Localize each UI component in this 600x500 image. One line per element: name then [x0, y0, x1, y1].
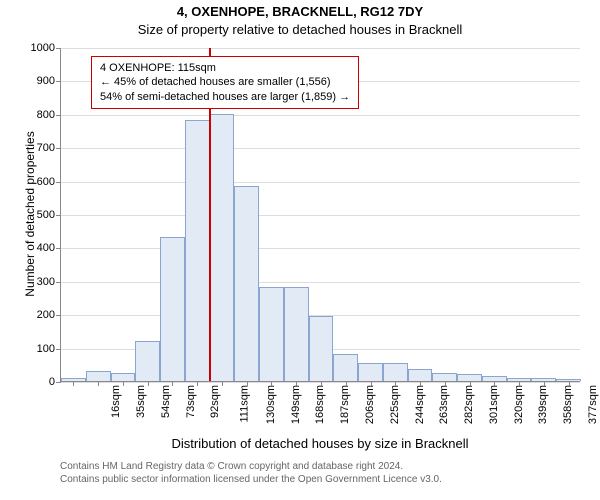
x-tick-label: 54sqm: [160, 385, 172, 418]
y-tick-label: 900: [37, 75, 61, 87]
y-tick-label: 700: [37, 142, 61, 154]
histogram-bar: [111, 373, 136, 381]
grid-line: [61, 148, 580, 149]
x-tick-mark: [197, 381, 198, 386]
info-box: 4 OXENHOPE: 115sqm← 45% of detached hous…: [91, 56, 359, 109]
x-tick-mark: [148, 381, 149, 386]
x-tick-label: 358sqm: [562, 385, 574, 424]
x-axis-label: Distribution of detached houses by size …: [60, 436, 580, 451]
x-tick-mark: [544, 381, 545, 386]
x-tick-mark: [346, 381, 347, 386]
histogram-bar: [135, 341, 160, 381]
plot-area: 0100200300400500600700800900100016sqm35s…: [60, 48, 580, 382]
y-tick-label: 200: [37, 309, 61, 321]
x-tick-label: 187sqm: [339, 385, 351, 424]
histogram-bar: [432, 373, 457, 381]
grid-line: [61, 215, 580, 216]
x-tick-mark: [371, 381, 372, 386]
x-tick-label: 320sqm: [513, 385, 525, 424]
grid-line: [61, 282, 580, 283]
x-tick-mark: [494, 381, 495, 386]
histogram-bar: [185, 120, 210, 381]
x-tick-label: 206sqm: [364, 385, 376, 424]
y-tick-label: 1000: [31, 42, 61, 54]
x-tick-label: 377sqm: [587, 385, 599, 424]
histogram-bar: [333, 354, 358, 381]
y-tick-label: 300: [37, 276, 61, 288]
x-tick-mark: [519, 381, 520, 386]
x-tick-mark: [321, 381, 322, 386]
title-sub: Size of property relative to detached ho…: [0, 22, 600, 37]
x-tick-mark: [470, 381, 471, 386]
y-tick-label: 0: [49, 376, 61, 388]
histogram-bar: [284, 287, 309, 381]
info-box-line: 4 OXENHOPE: 115sqm: [100, 61, 350, 75]
x-tick-mark: [296, 381, 297, 386]
histogram-bar: [309, 316, 334, 381]
x-tick-mark: [420, 381, 421, 386]
x-tick-label: 130sqm: [265, 385, 277, 424]
x-tick-mark: [73, 381, 74, 386]
x-tick-label: 282sqm: [463, 385, 475, 424]
x-tick-mark: [569, 381, 570, 386]
x-tick-mark: [98, 381, 99, 386]
x-tick-mark: [172, 381, 173, 386]
x-tick-label: 339sqm: [537, 385, 549, 424]
x-tick-mark: [271, 381, 272, 386]
x-tick-label: 168sqm: [315, 385, 327, 424]
y-tick-label: 600: [37, 176, 61, 188]
x-tick-label: 244sqm: [414, 385, 426, 424]
histogram-bar: [358, 363, 383, 381]
histogram-bar: [234, 186, 259, 381]
x-tick-label: 111sqm: [239, 385, 251, 423]
y-tick-label: 400: [37, 242, 61, 254]
x-tick-label: 263sqm: [438, 385, 450, 424]
attribution: Contains HM Land Registry data © Crown c…: [60, 460, 442, 486]
histogram-bar: [160, 237, 185, 381]
grid-line: [61, 248, 580, 249]
x-tick-label: 301sqm: [488, 385, 500, 424]
x-tick-label: 35sqm: [135, 385, 147, 418]
histogram-bar: [383, 363, 408, 381]
x-tick-mark: [222, 381, 223, 386]
histogram-bar: [210, 114, 235, 381]
grid-line: [61, 48, 580, 49]
histogram-bar: [86, 371, 111, 381]
histogram-bar: [259, 287, 284, 381]
attribution-line1: Contains HM Land Registry data © Crown c…: [60, 460, 442, 473]
histogram-bar: [408, 369, 433, 381]
y-tick-label: 100: [37, 343, 61, 355]
x-tick-label: 92sqm: [209, 385, 221, 418]
y-tick-label: 800: [37, 109, 61, 121]
x-tick-mark: [395, 381, 396, 386]
y-axis-label: Number of detached properties: [23, 114, 37, 314]
x-tick-mark: [123, 381, 124, 386]
y-tick-label: 500: [37, 209, 61, 221]
attribution-line2: Contains public sector information licen…: [60, 473, 442, 486]
info-box-line: 54% of semi-detached houses are larger (…: [100, 90, 350, 104]
histogram-bar: [457, 374, 482, 381]
grid-line: [61, 115, 580, 116]
x-tick-label: 225sqm: [389, 385, 401, 424]
x-tick-label: 149sqm: [290, 385, 302, 424]
x-tick-mark: [247, 381, 248, 386]
grid-line: [61, 182, 580, 183]
info-box-line: ← 45% of detached houses are smaller (1,…: [100, 75, 350, 89]
x-tick-label: 73sqm: [185, 385, 197, 418]
x-tick-mark: [445, 381, 446, 386]
x-tick-label: 16sqm: [110, 385, 122, 418]
title-main: 4, OXENHOPE, BRACKNELL, RG12 7DY: [0, 4, 600, 19]
